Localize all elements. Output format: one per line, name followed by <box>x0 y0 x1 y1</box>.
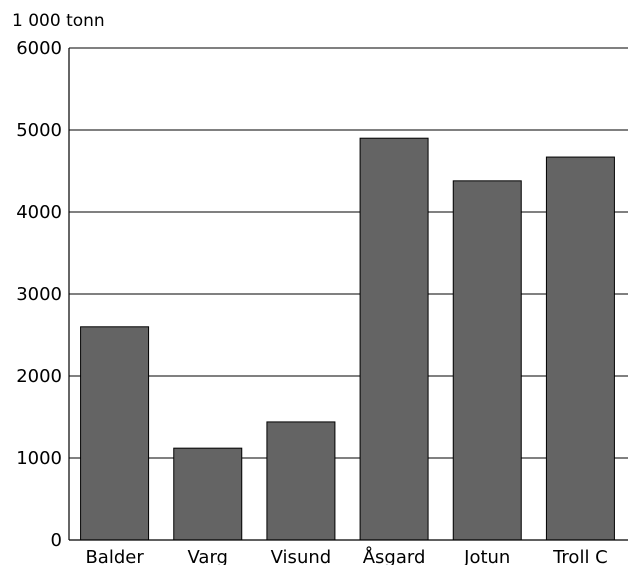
x-category-label: Varg <box>188 547 228 565</box>
y-tick-label: 0 <box>51 530 62 551</box>
bar-balder <box>80 326 150 541</box>
x-category-label: Balder <box>85 547 144 565</box>
x-category-label: Visund <box>271 547 332 565</box>
y-tick-label: 6000 <box>16 38 62 59</box>
y-tick-label: 4000 <box>16 202 62 223</box>
y-axis-unit-label: 1 000 tonn <box>12 11 105 31</box>
x-category-label: Åsgard <box>363 546 426 565</box>
bars <box>80 137 615 541</box>
y-tick-label: 5000 <box>16 120 62 141</box>
bar-åsgard <box>359 137 429 541</box>
bar-troll-c <box>545 156 615 541</box>
y-tick-label: 2000 <box>16 366 62 387</box>
bar-jotun <box>452 180 522 541</box>
x-category-labels: Balder Varg Visund Åsgard Jotun Troll C <box>85 546 607 565</box>
gridlines <box>69 47 628 459</box>
axes <box>68 48 628 541</box>
y-tick-labels: 0 1000 2000 3000 4000 5000 6000 <box>16 38 62 551</box>
bar-visund <box>266 421 336 541</box>
x-category-label: Jotun <box>463 547 510 565</box>
x-category-label: Troll C <box>552 547 608 565</box>
y-tick-label: 3000 <box>16 284 62 305</box>
bar-varg <box>173 447 243 541</box>
y-tick-label: 1000 <box>16 448 62 469</box>
